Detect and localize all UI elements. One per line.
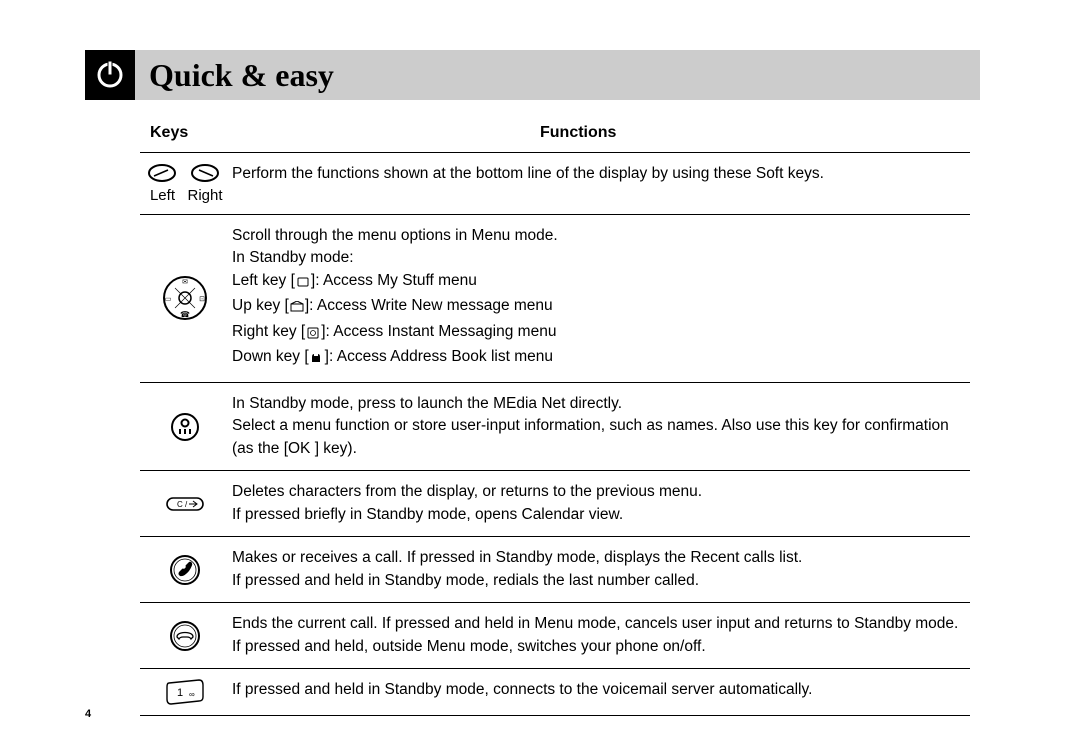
desc-line: Down key [ bbox=[232, 348, 309, 365]
left-inline-icon bbox=[296, 273, 310, 295]
dpad-icon: ✉ ☎ ▭ ⊡ bbox=[162, 275, 208, 321]
function-desc: Perform the functions shown at the botto… bbox=[230, 163, 970, 204]
keys-functions-table: Keys Functions Left Right Perform the fu… bbox=[85, 124, 980, 716]
function-desc: Scroll through the menu options in Menu … bbox=[230, 225, 970, 372]
table-row: Ends the current call. If pressed and he… bbox=[140, 603, 970, 669]
soft-key-left-label: Left bbox=[150, 187, 175, 204]
table-row: In Standby mode, press to launch the MEd… bbox=[140, 383, 970, 471]
table-row: Left Right Perform the functions shown a… bbox=[140, 153, 970, 215]
function-desc: In Standby mode, press to launch the MEd… bbox=[230, 393, 970, 460]
desc-line: If pressed briefly in Standby mode, open… bbox=[232, 506, 623, 523]
ok-key-icon bbox=[170, 412, 200, 442]
column-header-keys: Keys bbox=[140, 124, 230, 142]
function-desc: Deletes characters from the display, or … bbox=[230, 481, 970, 526]
down-inline-icon bbox=[310, 349, 324, 371]
table-row: Makes or receives a call. If pressed in … bbox=[140, 537, 970, 603]
svg-text:▭: ▭ bbox=[165, 296, 172, 303]
clear-key-icon: C / bbox=[165, 494, 205, 514]
desc-line: Scroll through the menu options in Menu … bbox=[232, 227, 558, 244]
desc-line: Up key [ bbox=[232, 297, 289, 314]
desc-line: ]: Access Write New message menu bbox=[305, 297, 553, 314]
power-icon bbox=[95, 60, 125, 90]
function-desc: Makes or receives a call. If pressed in … bbox=[230, 547, 970, 592]
function-desc: If pressed and held in Standby mode, con… bbox=[230, 679, 970, 705]
svg-text:☎: ☎ bbox=[180, 310, 190, 319]
soft-keys-icon: Left Right bbox=[147, 163, 222, 204]
desc-line: ]: Access Address Book list menu bbox=[325, 348, 553, 365]
desc-line: Deletes characters from the display, or … bbox=[232, 483, 702, 500]
end-key-icon bbox=[169, 620, 201, 652]
up-inline-icon bbox=[290, 298, 304, 320]
table-header-row: Keys Functions bbox=[140, 124, 970, 153]
desc-line: Makes or receives a call. If pressed in … bbox=[232, 549, 802, 566]
column-header-functions: Functions bbox=[230, 124, 970, 142]
svg-text:∞: ∞ bbox=[189, 690, 195, 699]
right-inline-icon bbox=[306, 324, 320, 346]
svg-text:C /: C / bbox=[177, 500, 188, 509]
table-row: 1 ∞ If pressed and held in Standby mode,… bbox=[140, 669, 970, 716]
desc-line: In Standby mode: bbox=[232, 249, 354, 266]
soft-key-right-label: Right bbox=[187, 187, 222, 204]
desc-line: ]: Access My Stuff menu bbox=[311, 272, 477, 289]
desc-line: ]: Access Instant Messaging menu bbox=[321, 323, 556, 340]
desc-line: In Standby mode, press to launch the MEd… bbox=[232, 395, 622, 412]
function-desc: Ends the current call. If pressed and he… bbox=[230, 613, 970, 658]
desc-line: Select a menu function or store user-inp… bbox=[232, 417, 949, 456]
svg-text:⊡: ⊡ bbox=[199, 296, 205, 303]
section-title: Quick & easy bbox=[135, 57, 334, 94]
call-key-icon bbox=[169, 554, 201, 586]
page-number: 4 bbox=[85, 708, 91, 720]
desc-line: Left key [ bbox=[232, 272, 295, 289]
section-header: Quick & easy bbox=[85, 50, 980, 100]
table-row: ✉ ☎ ▭ ⊡ Scroll through the menu options … bbox=[140, 215, 970, 383]
desc-line: Right key [ bbox=[232, 323, 305, 340]
svg-text:✉: ✉ bbox=[182, 279, 188, 286]
desc-line: If pressed and held in Standby mode, red… bbox=[232, 572, 699, 589]
one-key-icon: 1 ∞ bbox=[165, 679, 205, 705]
svg-text:1: 1 bbox=[177, 687, 183, 699]
power-icon-box bbox=[85, 50, 135, 100]
table-row: C / Deletes characters from the display,… bbox=[140, 471, 970, 537]
